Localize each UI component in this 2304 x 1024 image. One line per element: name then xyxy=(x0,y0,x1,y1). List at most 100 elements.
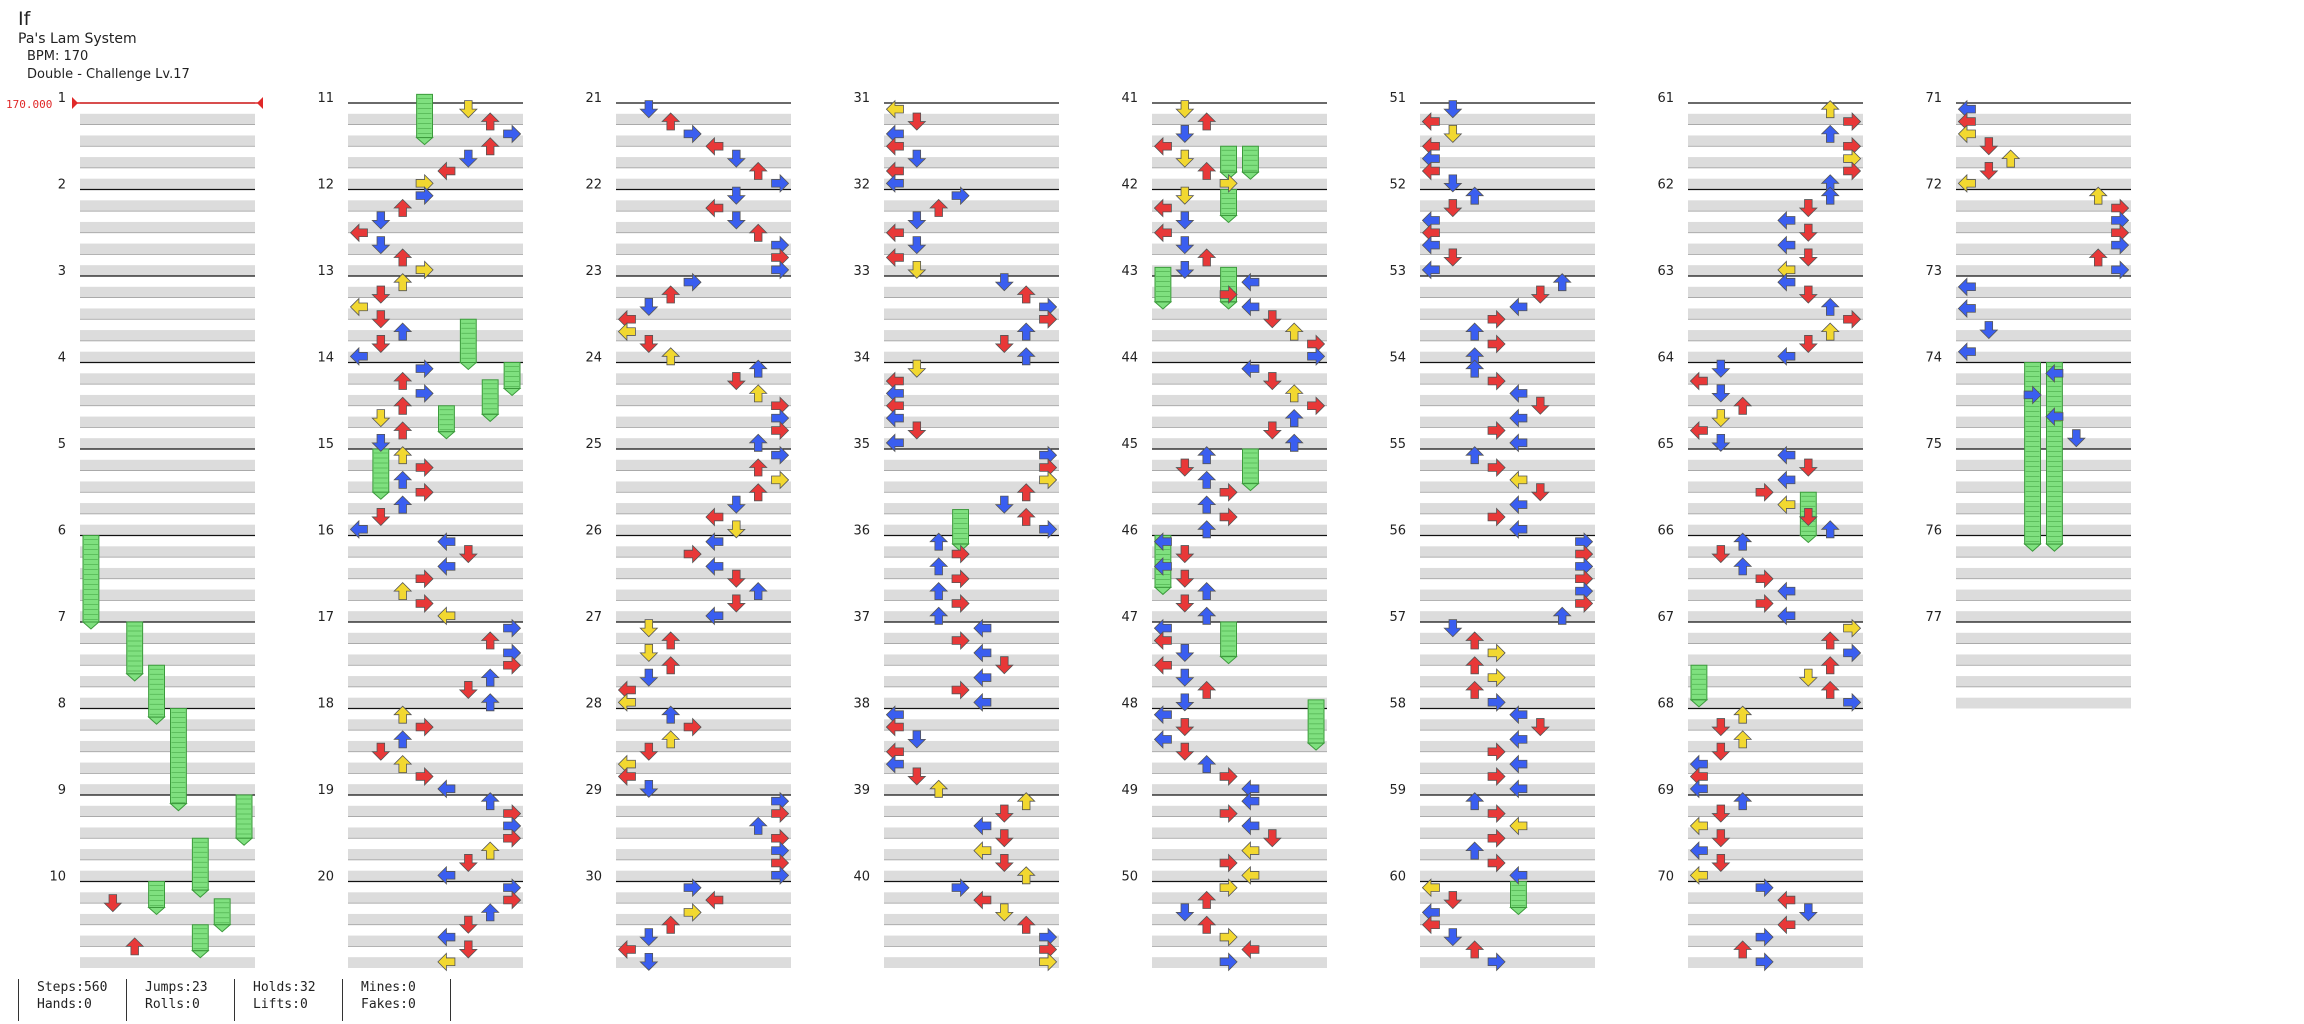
beat-band xyxy=(80,632,255,644)
measure-number: 77 xyxy=(1925,610,1942,625)
step-arrow xyxy=(1219,285,1238,305)
step-arrow xyxy=(480,693,500,712)
step-arrow xyxy=(994,495,1014,514)
step-arrow xyxy=(1421,161,1440,181)
step-arrow xyxy=(503,618,522,638)
step-arrow xyxy=(1487,458,1506,478)
beat-band xyxy=(616,957,791,968)
beat-band xyxy=(348,957,523,968)
step-arrow xyxy=(1733,940,1753,959)
step-arrow xyxy=(415,767,434,786)
step-arrow xyxy=(1241,865,1260,885)
step-arrow xyxy=(1798,285,1818,304)
step-arrow xyxy=(349,223,368,243)
step-arrow xyxy=(994,829,1014,848)
step-arrow xyxy=(125,937,145,956)
beat-band xyxy=(348,459,523,471)
step-arrow xyxy=(1421,260,1440,280)
beat-band xyxy=(1688,805,1863,817)
beat-band xyxy=(348,892,523,904)
beat-band xyxy=(1152,351,1327,363)
step-arrow xyxy=(1175,594,1195,613)
beat-band xyxy=(1420,503,1595,514)
step-arrow xyxy=(1153,532,1172,552)
beat-band xyxy=(616,308,791,320)
step-arrow xyxy=(907,421,927,440)
beat-band xyxy=(1152,546,1327,558)
step-arrow xyxy=(1575,594,1594,613)
beat-band xyxy=(616,740,791,752)
beat-band xyxy=(348,330,523,341)
step-arrow xyxy=(1777,495,1796,515)
step-arrow xyxy=(1421,878,1440,898)
step-arrow xyxy=(1820,520,1840,539)
step-arrow xyxy=(683,878,702,898)
beat-band xyxy=(884,697,1059,709)
beat-band xyxy=(1420,438,1595,449)
beat-band xyxy=(348,221,523,233)
beat-band xyxy=(1688,221,1863,233)
measure-number: 36 xyxy=(853,524,870,539)
step-arrow xyxy=(639,742,659,761)
step-arrow xyxy=(1530,396,1550,415)
step-arrow xyxy=(393,322,413,341)
step-arrow xyxy=(1307,346,1326,366)
beat-band xyxy=(616,827,791,839)
step-arrow xyxy=(1487,853,1506,873)
step-arrow xyxy=(1175,236,1195,255)
step-arrow xyxy=(1219,878,1238,898)
step-arrow xyxy=(705,556,724,576)
beat-band xyxy=(1688,892,1863,904)
beat-band xyxy=(1152,654,1327,666)
beat-band xyxy=(1956,265,2131,276)
step-arrow xyxy=(458,681,478,699)
step-arrow xyxy=(1798,248,1818,267)
step-arrow xyxy=(393,582,413,600)
step-arrow xyxy=(1197,755,1217,773)
beat-band xyxy=(1688,157,1863,168)
step-arrow xyxy=(1487,804,1506,824)
step-arrow xyxy=(683,124,702,144)
step-arrow xyxy=(1153,729,1172,749)
measure-number: 70 xyxy=(1657,870,1674,885)
beat-band xyxy=(1152,373,1327,385)
measure-number: 32 xyxy=(853,178,870,193)
beat-band xyxy=(348,632,523,644)
step-arrow xyxy=(705,507,724,527)
step-arrow xyxy=(415,383,434,403)
step-arrow xyxy=(639,928,659,947)
step-arrow xyxy=(639,619,659,638)
step-arrow xyxy=(1443,928,1463,947)
beat-band xyxy=(1688,957,1863,968)
beat-band xyxy=(1420,805,1595,817)
beat-band xyxy=(1956,546,2131,558)
hold-tail xyxy=(1153,301,1173,310)
step-arrow xyxy=(1777,470,1796,490)
beat-band xyxy=(884,308,1059,320)
step-arrow xyxy=(393,495,413,514)
step-arrow xyxy=(639,643,659,662)
step-arrow xyxy=(1777,272,1796,292)
measure-number: 27 xyxy=(585,610,602,625)
step-arrow xyxy=(1552,606,1572,625)
step-arrow xyxy=(683,902,702,922)
step-arrow xyxy=(929,557,949,576)
step-arrow xyxy=(1175,668,1195,687)
step-arrow xyxy=(951,878,970,898)
step-arrow xyxy=(1039,309,1058,329)
step-arrow xyxy=(1530,483,1550,502)
beat-band xyxy=(1420,676,1595,687)
step-arrow xyxy=(1443,619,1463,638)
step-arrow xyxy=(885,717,904,737)
step-arrow xyxy=(415,359,434,379)
measure-number: 44 xyxy=(1121,351,1138,366)
step-arrow xyxy=(1820,100,1840,119)
step-arrow xyxy=(973,816,992,836)
beat-band xyxy=(1688,676,1863,687)
beat-band xyxy=(1420,351,1595,363)
step-arrow xyxy=(415,482,434,502)
beat-band xyxy=(1152,416,1327,428)
beat-band xyxy=(616,611,791,622)
step-arrow xyxy=(748,161,768,180)
step-arrow xyxy=(1443,124,1463,143)
